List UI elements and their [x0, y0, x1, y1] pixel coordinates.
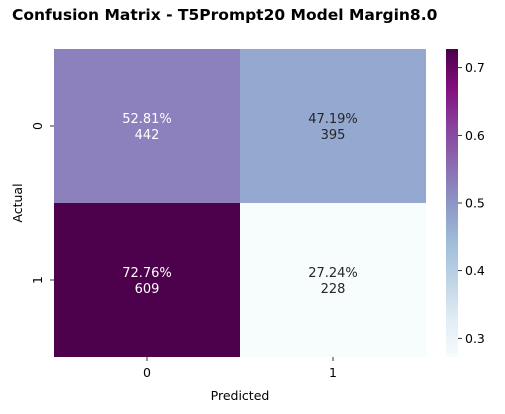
cell-percent-label-1-0: 72.76%	[122, 266, 172, 281]
heatmap-cell-1-0	[54, 203, 240, 357]
heatmap-cell-0-0	[54, 49, 240, 203]
cell-percent-label-1-1: 27.24%	[308, 266, 358, 281]
colorbar-tick-label-0: 0.3	[465, 331, 485, 346]
cell-count-label-1-0: 609	[135, 282, 160, 297]
colorbar	[446, 49, 458, 357]
heatmap-cell-0-1	[240, 49, 426, 203]
colorbar-tick-label-2: 0.5	[465, 196, 485, 211]
cell-percent-label-0-1: 47.19%	[308, 112, 358, 127]
heatmap-cell-1-1	[240, 203, 426, 357]
y-tick-label-1: 1	[30, 276, 45, 284]
cell-count-label-1-1: 228	[321, 282, 346, 297]
colorbar-tick-label-1: 0.4	[465, 263, 485, 278]
colorbar-tick-label-3: 0.6	[465, 128, 485, 143]
y-axis-label: Actual	[10, 183, 25, 222]
cell-percent-label-0-0: 52.81%	[122, 112, 172, 127]
cell-count-label-0-0: 442	[135, 128, 160, 143]
x-axis-label: Predicted	[211, 388, 270, 403]
chart-title: Confusion Matrix - T5Prompt20 Model Marg…	[12, 6, 438, 24]
cell-count-label-0-1: 395	[321, 128, 346, 143]
x-tick-label-0: 0	[143, 365, 151, 380]
x-tick-label-1: 1	[329, 365, 337, 380]
y-tick-label-0: 0	[30, 122, 45, 130]
colorbar-tick-label-4: 0.7	[465, 60, 485, 75]
